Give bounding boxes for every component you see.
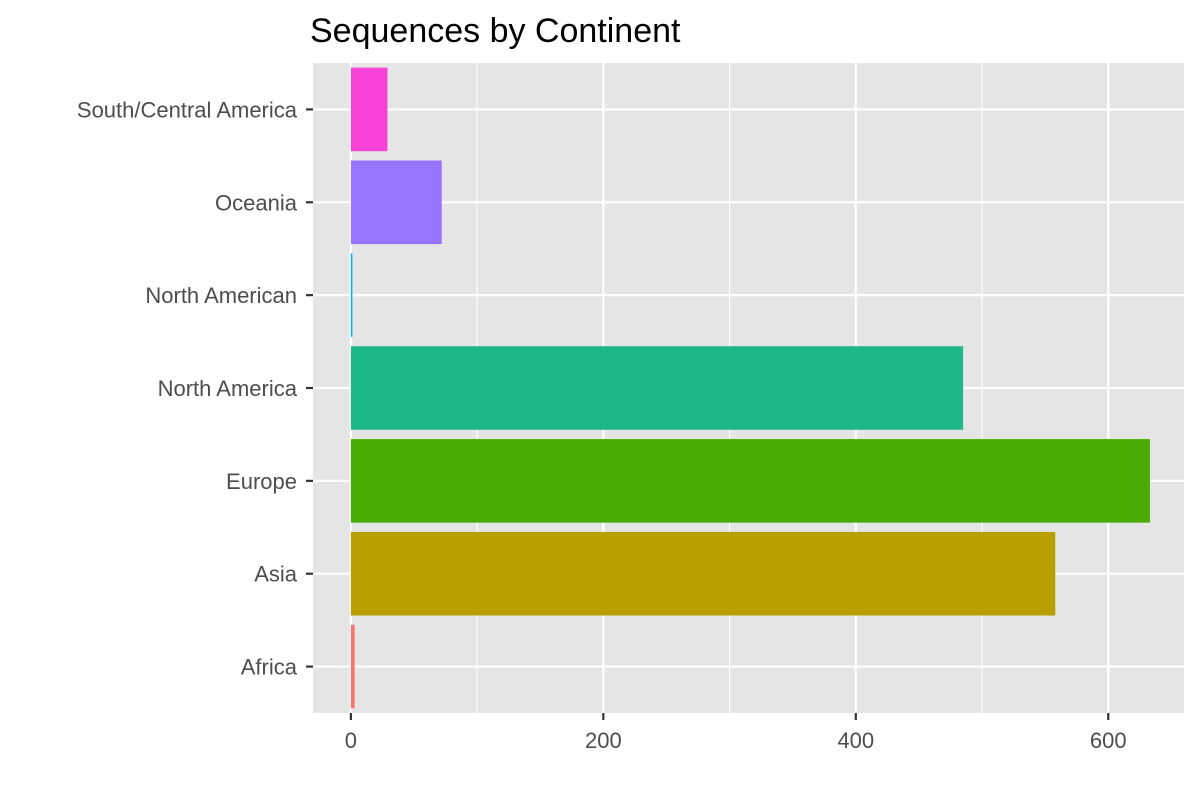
bar	[350, 67, 388, 152]
x-tick-label: 600	[1090, 728, 1127, 753]
y-tick-label: Asia	[254, 562, 298, 587]
bar	[350, 439, 1150, 523]
y-tick-label: North America	[158, 376, 298, 401]
x-tick-label: 200	[585, 728, 622, 753]
x-tick-label: 0	[345, 728, 357, 753]
y-tick-label: Oceania	[215, 190, 298, 215]
x-tick-label: 400	[837, 728, 874, 753]
bar	[350, 160, 442, 245]
x-axis: 0 200 400 600	[345, 713, 1127, 753]
bars	[350, 67, 1150, 709]
y-tick-label: Africa	[241, 655, 298, 680]
bar	[350, 531, 1056, 616]
y-tick-label: Europe	[226, 469, 297, 494]
y-axis: Africa Asia Europe North America North Ameri…	[77, 97, 313, 680]
bar	[350, 253, 353, 337]
y-tick-label: North American	[145, 283, 297, 308]
bar	[350, 624, 355, 709]
chart-title: Sequences by Continent	[310, 12, 681, 50]
bar	[350, 346, 964, 430]
y-tick-label: South/Central America	[77, 97, 298, 122]
